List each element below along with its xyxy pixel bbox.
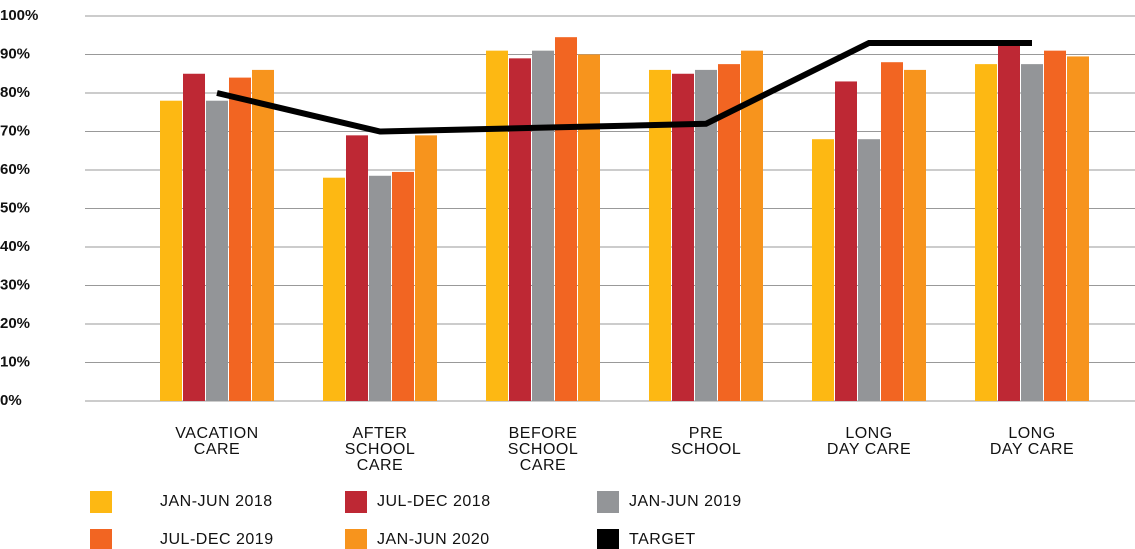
bar [835,81,857,401]
bar [718,64,740,401]
legend-label: JUL-DEC 2019 [160,531,274,548]
x-tick-line: SCHOOL [345,441,416,458]
x-tick-label: AFTER SCHOOL CARE [345,425,416,474]
x-tick-line: DAY CARE [990,441,1074,458]
legend-label: JUL-DEC 2018 [377,493,491,510]
y-tick-label: 90% [0,45,30,62]
y-tick-label: 40% [0,238,30,255]
bar [323,177,345,401]
x-tick-line: SCHOOL [671,441,742,458]
bar [578,54,600,401]
bar [509,58,531,401]
target-line [216,39,1032,135]
bar [160,100,182,401]
y-tick-label: 30% [0,276,30,293]
bar [229,77,251,401]
y-tick-label: 100% [0,7,38,24]
bar [1044,50,1066,402]
x-tick-label: LONG DAY CARE [827,425,911,458]
legend-swatch [90,491,112,513]
x-tick-line: CARE [194,441,240,458]
x-tick-label: LONG DAY CARE [990,425,1074,458]
bar [369,175,391,401]
bar [392,171,414,401]
legend-label: JAN-JUN 2018 [160,493,273,510]
bar [532,50,554,402]
legend-swatch [345,491,367,513]
legend-swatch [345,529,367,549]
legend-label: TARGET [629,531,696,548]
legend-swatch [597,529,619,549]
x-tick-line: DAY CARE [827,441,911,458]
bar [486,50,508,402]
bar [858,139,880,401]
bar [346,135,368,401]
bar [555,37,577,402]
y-tick-label: 10% [0,353,30,370]
bar [975,64,997,401]
y-tick-label: 50% [0,199,30,216]
x-tick-line: BEFORE [509,425,578,442]
bar [812,139,834,401]
legend-swatch [597,491,619,513]
legend-swatch [90,529,112,549]
x-tick-line: PRE [689,425,723,442]
bar [649,69,671,402]
y-tick-label: 20% [0,315,30,332]
bar [998,42,1020,401]
bar [881,62,903,401]
x-tick-line: CARE [520,457,566,474]
bar [252,69,274,402]
bar [904,69,926,402]
bar [1067,56,1089,402]
x-tick-label: BEFORE SCHOOL CARE [508,425,579,474]
x-tick-line: LONG [845,425,892,442]
bar [415,135,437,401]
bar [672,73,694,401]
x-tick-line: AFTER [353,425,408,442]
bar [206,100,228,401]
x-tick-line: VACATION [175,425,258,442]
bar [1021,64,1043,401]
bar [741,50,763,402]
y-tick-label: 70% [0,122,30,139]
x-tick-label: VACATION CARE [175,425,258,458]
y-tick-label: 80% [0,84,30,101]
legend-label: JAN-JUN 2019 [629,493,742,510]
x-tick-label: PRE SCHOOL [671,425,742,458]
bar [183,73,205,401]
bar [695,69,717,402]
y-tick-label: 0% [0,392,22,409]
x-tick-line: SCHOOL [508,441,579,458]
x-tick-line: LONG [1008,425,1055,442]
x-tick-line: CARE [357,457,403,474]
y-tick-label: 60% [0,161,30,178]
legend-label: JAN-JUN 2020 [377,531,490,548]
